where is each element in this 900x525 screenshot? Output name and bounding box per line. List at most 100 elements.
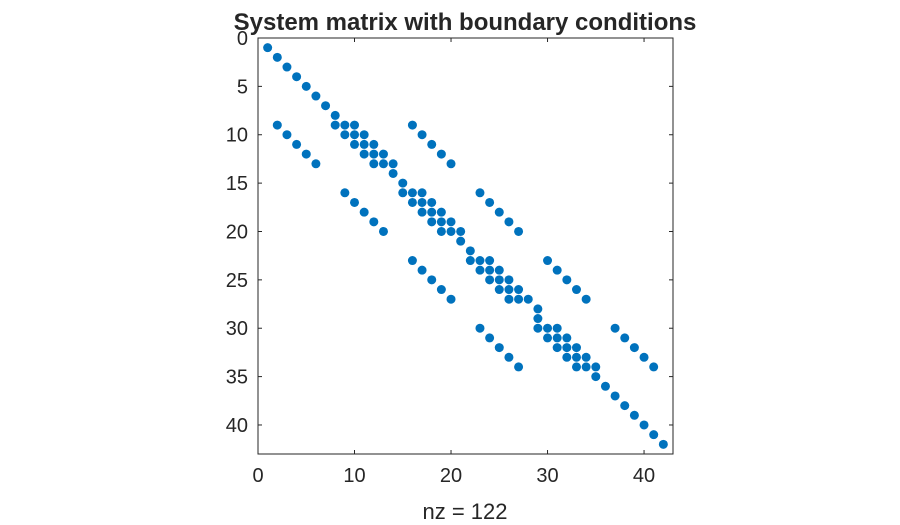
nonzero-marker <box>475 256 485 266</box>
nonzero-marker <box>465 246 475 256</box>
x-tick-label: 30 <box>536 465 558 487</box>
nonzero-marker <box>552 265 562 275</box>
nonzero-marker <box>456 226 466 236</box>
nonzero-marker <box>620 333 630 343</box>
nonzero-marker <box>600 381 610 391</box>
nonzero-marker <box>359 207 369 217</box>
y-tick-label: 0 <box>237 28 248 50</box>
nonzero-marker <box>465 256 475 266</box>
nonzero-marker <box>388 159 398 169</box>
nonzero-marker <box>417 207 427 217</box>
nonzero-marker <box>417 130 427 140</box>
nonzero-marker <box>350 130 360 140</box>
nonzero-marker <box>475 323 485 333</box>
nonzero-marker <box>591 372 601 382</box>
nonzero-marker <box>475 265 485 275</box>
nonzero-marker <box>330 120 340 130</box>
y-tick-label: 40 <box>226 415 248 437</box>
nonzero-marker <box>436 285 446 295</box>
x-tick-labels: 0 10 20 30 40 <box>252 465 655 487</box>
nonzero-marker <box>649 430 659 440</box>
nonzero-marker <box>321 101 331 111</box>
nonzero-marker <box>292 139 302 149</box>
nonzero-marker <box>378 149 388 159</box>
nonzero-marker <box>359 139 369 149</box>
nonzero-marker <box>494 275 504 285</box>
nonzero-marker <box>552 343 562 353</box>
nonzero-marker <box>282 130 292 140</box>
nonzero-marker <box>359 130 369 140</box>
nonzero-marker <box>446 217 456 227</box>
chart-title: System matrix with boundary conditions <box>234 9 697 36</box>
nonzero-marker <box>571 362 581 372</box>
nonzero-marker <box>629 410 639 420</box>
data-markers <box>263 43 668 449</box>
nonzero-marker <box>369 159 379 169</box>
nonzero-marker <box>446 159 456 169</box>
nonzero-marker <box>504 294 514 304</box>
x-tick-label: 10 <box>343 465 365 487</box>
nonzero-marker <box>436 149 446 159</box>
nonzero-marker <box>629 343 639 353</box>
nonzero-marker <box>571 352 581 362</box>
nonzero-marker <box>485 197 495 207</box>
y-tick-label: 20 <box>226 221 248 243</box>
nonzero-marker <box>494 265 504 275</box>
nonzero-marker <box>639 352 649 362</box>
tick-marks <box>257 37 673 454</box>
y-tick-label: 15 <box>226 173 248 195</box>
nonzero-marker <box>494 343 504 353</box>
nonzero-marker <box>562 333 572 343</box>
nonzero-marker <box>504 352 514 362</box>
nonzero-marker <box>340 188 350 198</box>
nonzero-marker <box>620 401 630 411</box>
nonzero-marker <box>552 323 562 333</box>
x-axis-label: nz = 122 <box>422 499 507 524</box>
nonzero-marker <box>658 439 668 449</box>
nonzero-marker <box>359 149 369 159</box>
nonzero-marker <box>427 207 437 217</box>
nonzero-marker <box>514 294 524 304</box>
y-tick-label: 5 <box>237 76 248 98</box>
nonzero-marker <box>543 333 553 343</box>
nonzero-marker <box>272 120 282 130</box>
nonzero-marker <box>398 188 408 198</box>
nonzero-marker <box>446 226 456 236</box>
nonzero-marker <box>388 168 398 178</box>
nonzero-marker <box>311 91 321 101</box>
nonzero-marker <box>446 294 456 304</box>
nonzero-marker <box>340 130 350 140</box>
nonzero-marker <box>311 159 321 169</box>
nonzero-marker <box>504 275 514 285</box>
y-tick-labels: 0 5 10 15 20 25 30 35 40 <box>226 28 248 437</box>
nonzero-marker <box>485 265 495 275</box>
nonzero-marker <box>407 188 417 198</box>
nonzero-marker <box>292 72 302 82</box>
x-tick-label: 0 <box>252 465 263 487</box>
nonzero-marker <box>562 343 572 353</box>
nonzero-marker <box>350 120 360 130</box>
nonzero-marker <box>475 188 485 198</box>
nonzero-marker <box>427 275 437 285</box>
nonzero-marker <box>427 197 437 207</box>
nonzero-marker <box>378 159 388 169</box>
nonzero-marker <box>514 226 524 236</box>
nonzero-marker <box>571 343 581 353</box>
nonzero-marker <box>263 43 273 53</box>
nonzero-marker <box>350 139 360 149</box>
y-tick-label: 10 <box>226 125 248 147</box>
nonzero-marker <box>533 314 543 324</box>
nonzero-marker <box>282 62 292 72</box>
x-tick-label: 20 <box>440 465 462 487</box>
y-tick-label: 35 <box>226 367 248 389</box>
nonzero-marker <box>504 217 514 227</box>
nonzero-marker <box>407 197 417 207</box>
nonzero-marker <box>369 149 379 159</box>
y-tick-label: 25 <box>226 270 248 292</box>
nonzero-marker <box>591 362 601 372</box>
nonzero-marker <box>407 120 417 130</box>
nonzero-marker <box>610 391 620 401</box>
nonzero-marker <box>301 149 311 159</box>
nonzero-marker <box>562 275 572 285</box>
